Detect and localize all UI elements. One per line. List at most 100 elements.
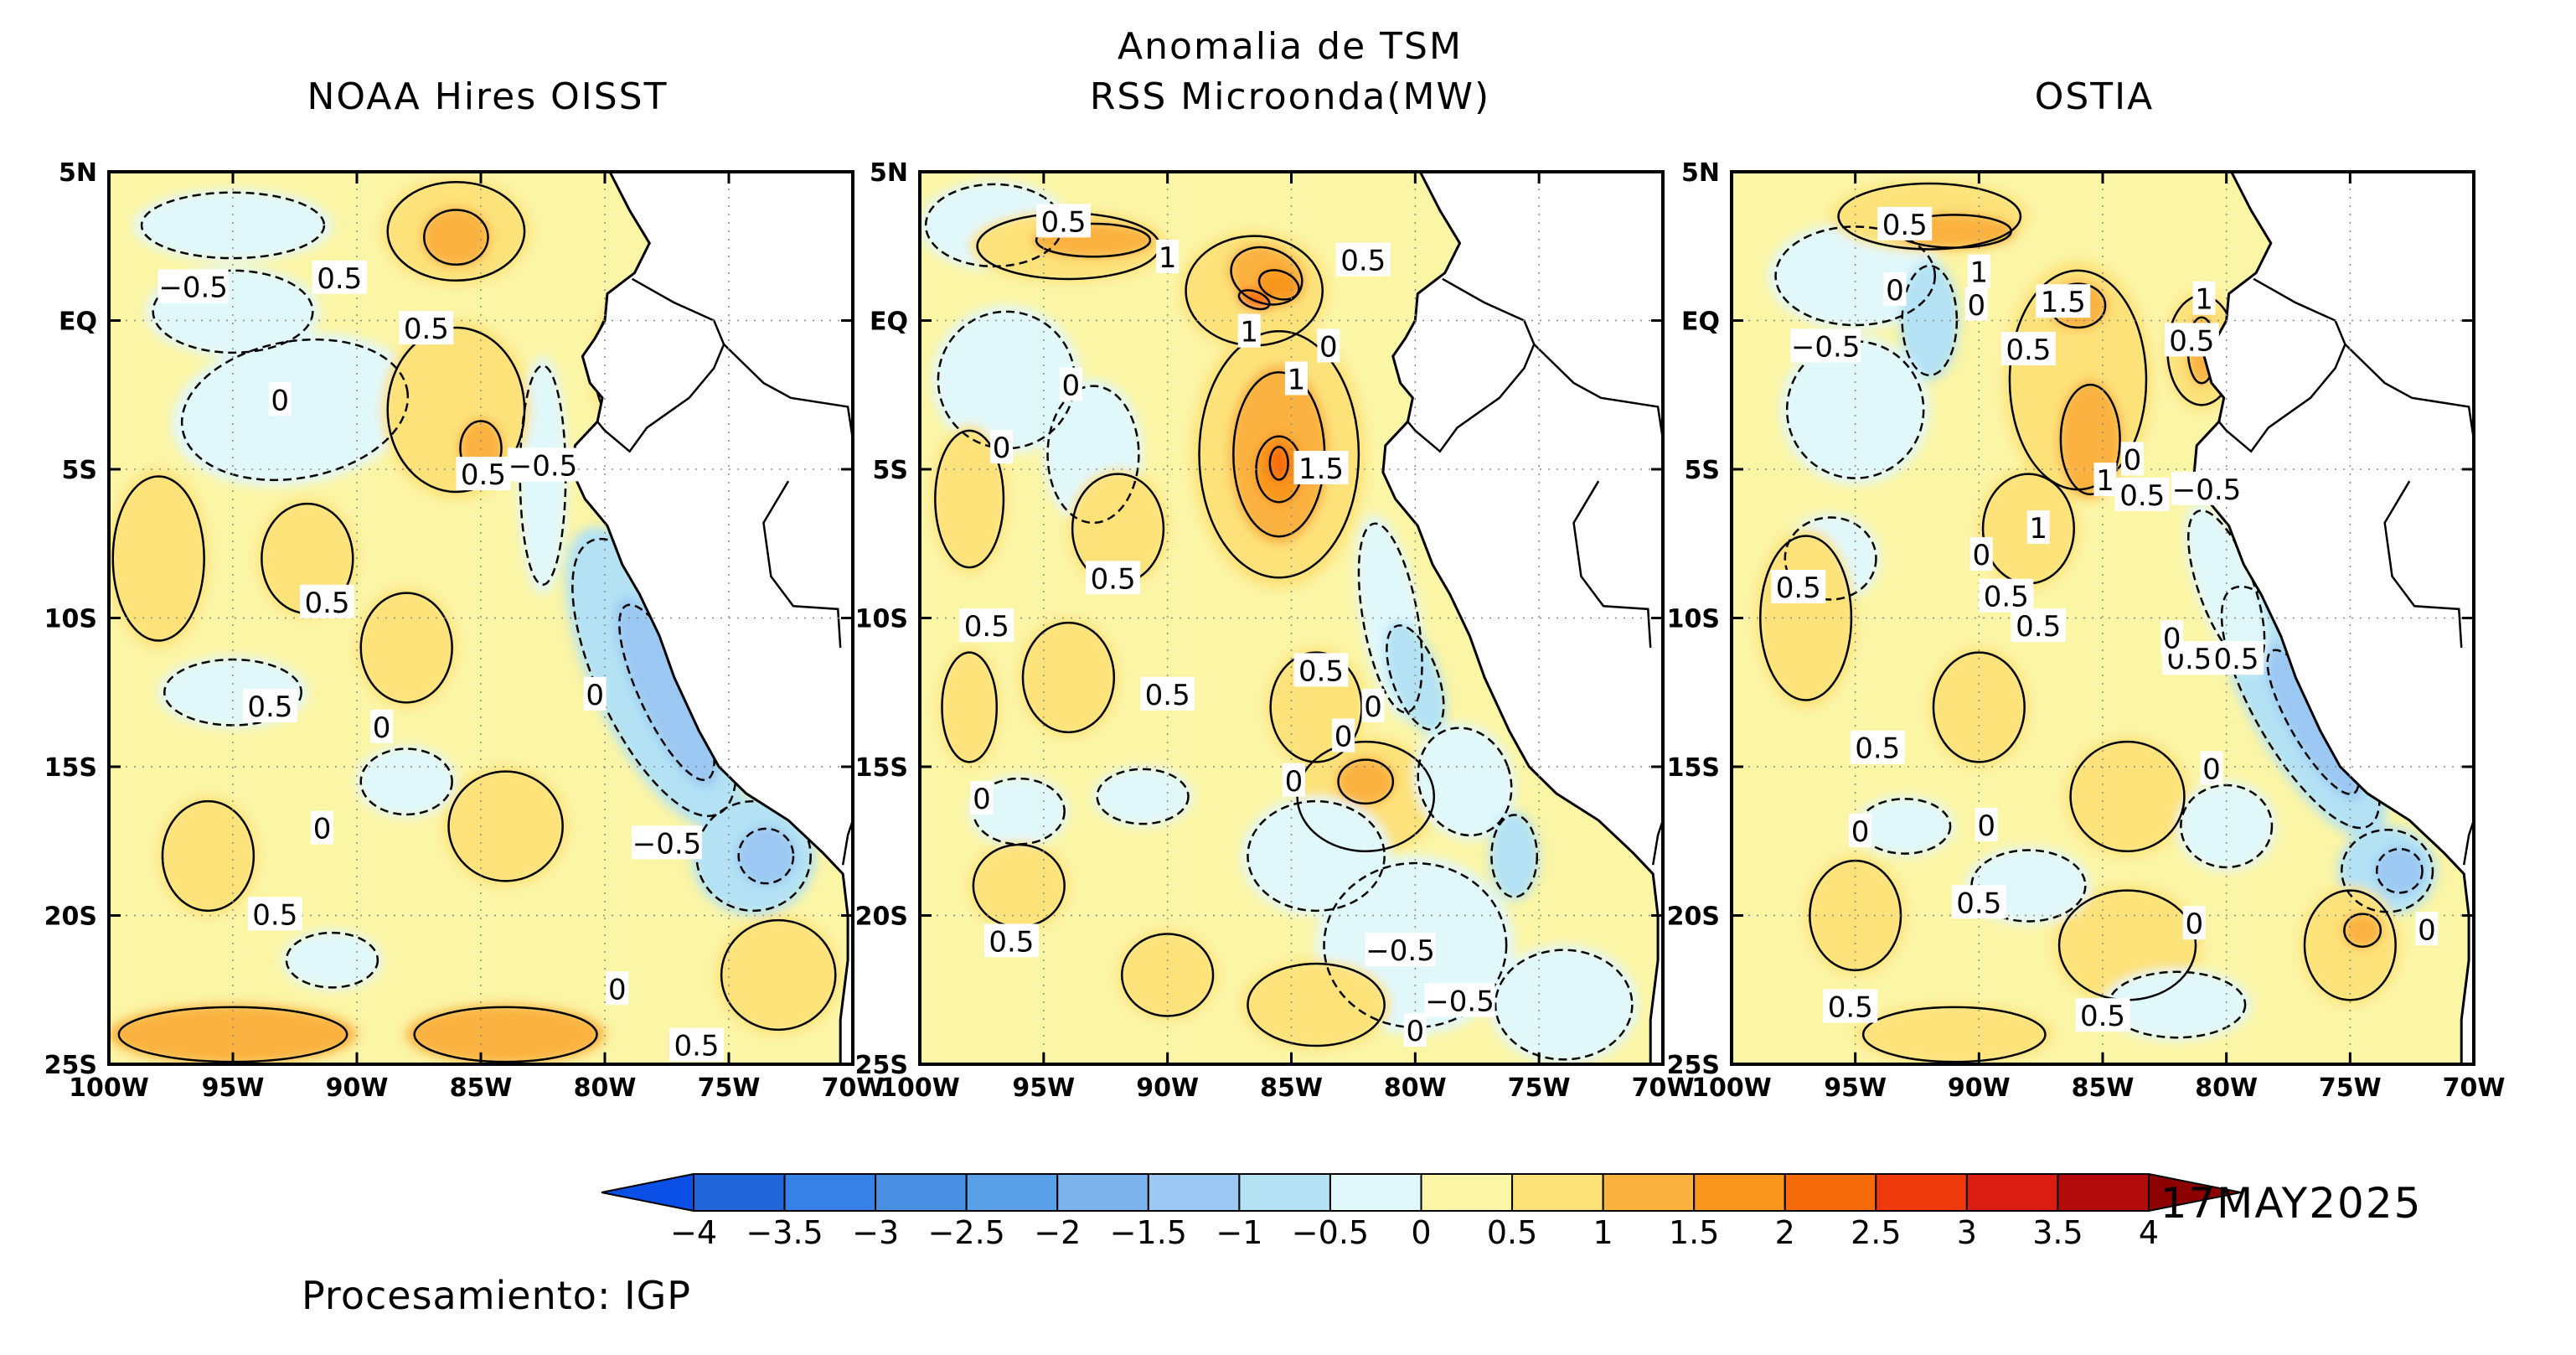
x-tick-label: 75W: [1508, 1073, 1571, 1103]
contour-label-bg: [1850, 730, 1905, 764]
land-mask: [2194, 172, 2474, 1064]
contour-label-bg: [606, 971, 629, 1006]
contour-label-bg: [1293, 653, 1349, 687]
colorbar-under-arrow: [601, 1172, 694, 1213]
colorbar-label: 0.5: [1487, 1214, 1537, 1251]
colorbar-label: −4: [670, 1214, 717, 1251]
contour-label: 1: [1970, 256, 1989, 290]
y-tick-label: 10S: [44, 605, 97, 634]
colorbar-swatch: [2057, 1173, 2150, 1212]
contour-label-bg: [970, 781, 994, 815]
contour-label-bg: [583, 676, 607, 711]
contour-line: [2069, 740, 2186, 853]
contour-label-bg: [370, 709, 394, 743]
contour-label-bg: [508, 447, 578, 482]
colorbar-label: 1: [1593, 1214, 1613, 1251]
y-tick-label: 25S: [44, 1051, 97, 1080]
contour-line: [2375, 847, 2424, 894]
contour-label: 0.5: [1776, 571, 1821, 605]
contour-line: [1785, 340, 1925, 479]
country-border: [1407, 277, 1536, 453]
y-tick-label: 25S: [1667, 1051, 1720, 1080]
contour-label: −0.5: [508, 449, 578, 483]
contour-line: [1784, 516, 1877, 601]
anomaly-patch: [932, 424, 1007, 574]
y-tick-label: EQ: [870, 308, 908, 337]
contour-line: [1357, 522, 1423, 714]
contour-label-bg: [1284, 361, 1308, 396]
contour-line: [1198, 330, 1360, 579]
contour-line: [1021, 621, 1116, 734]
anomaly-patch: [1384, 621, 1447, 734]
y-tick-label: EQ: [59, 308, 97, 337]
coastline: [1381, 172, 1660, 1064]
contour-label-bg: [1237, 313, 1261, 348]
contour-label: 0: [2418, 913, 2436, 947]
y-tick-label: 5S: [62, 456, 97, 485]
contour-label: 1: [1240, 316, 1258, 349]
contour-label: 0: [1972, 539, 1990, 572]
contour-line: [1970, 849, 2087, 923]
contour-label-bg: [311, 810, 334, 845]
anomaly-patch: [357, 746, 457, 818]
contour-label: 0: [1968, 289, 1986, 323]
anomaly-patch: [1855, 796, 1954, 856]
contour-label-bg: [2000, 332, 2056, 365]
x-tick-label: 95W: [202, 1073, 265, 1103]
y-tick-label: 10S: [855, 605, 908, 634]
contour-label-bg: [1877, 206, 1933, 240]
anomaly-patch: [716, 915, 841, 1035]
anomaly-patch: [1019, 618, 1118, 737]
contour-line: [737, 827, 795, 885]
contour-label: 0.5: [1298, 654, 1344, 688]
anomaly-patch: [1781, 335, 1930, 484]
contour-label: 0.5: [2080, 1000, 2125, 1033]
contour-line: [1494, 949, 1634, 1061]
contour-label: −0.5: [158, 271, 228, 304]
contour-line: [1269, 651, 1363, 763]
contour-label-bg: [1282, 763, 1305, 797]
contour-line: [1901, 264, 1959, 377]
contour-label-bg: [1967, 254, 1990, 288]
contour-line: [2180, 784, 2274, 869]
colorbar-swatch: [875, 1173, 968, 1212]
contour-label: −0.5: [1791, 330, 1861, 364]
country-border: [841, 816, 853, 866]
y-tick-label: 5S: [1685, 456, 1720, 485]
contour-label: 0: [586, 679, 604, 712]
y-tick-label: 20S: [855, 902, 908, 932]
contour-label: 0: [973, 783, 991, 816]
contour-label: 0: [2124, 443, 2142, 477]
contour-label-bg: [669, 1027, 725, 1062]
anomaly-patch: [2342, 912, 2382, 949]
colorbar-label: 3: [1957, 1214, 1977, 1251]
contour-label-bg: [983, 923, 1039, 958]
contour-label: 0.5: [1956, 887, 2001, 920]
contour-label-bg: [1035, 204, 1091, 238]
contour-label: 0: [271, 384, 289, 417]
contour-label-bg: [1883, 272, 1907, 306]
y-tick-label: 5N: [1681, 158, 1720, 188]
contour-label-bg: [2192, 281, 2216, 315]
contour-label-bg: [1823, 989, 1878, 1023]
contour-label: 0.5: [989, 925, 1034, 959]
contour-line: [161, 799, 256, 913]
contour-line: [1268, 446, 1289, 481]
anomaly-patch: [1118, 930, 1217, 1020]
contour-label-bg: [456, 457, 511, 491]
colorbar-swatch: [1147, 1173, 1241, 1212]
country-border: [762, 480, 842, 649]
contour-label: 0.5: [1828, 991, 1873, 1025]
contour-label: 0.5: [1145, 679, 1190, 712]
anomaly-patch: [1257, 268, 1301, 301]
contour-label: 0.5: [404, 313, 449, 346]
contour-label: 0: [1062, 370, 1081, 403]
contour-line: [447, 770, 564, 882]
contour-line: [1257, 269, 1300, 301]
contour-line: [1774, 225, 1937, 327]
x-tick-label: 75W: [698, 1073, 761, 1103]
contour-line: [2303, 889, 2397, 1001]
x-tick-label: 90W: [326, 1073, 389, 1103]
